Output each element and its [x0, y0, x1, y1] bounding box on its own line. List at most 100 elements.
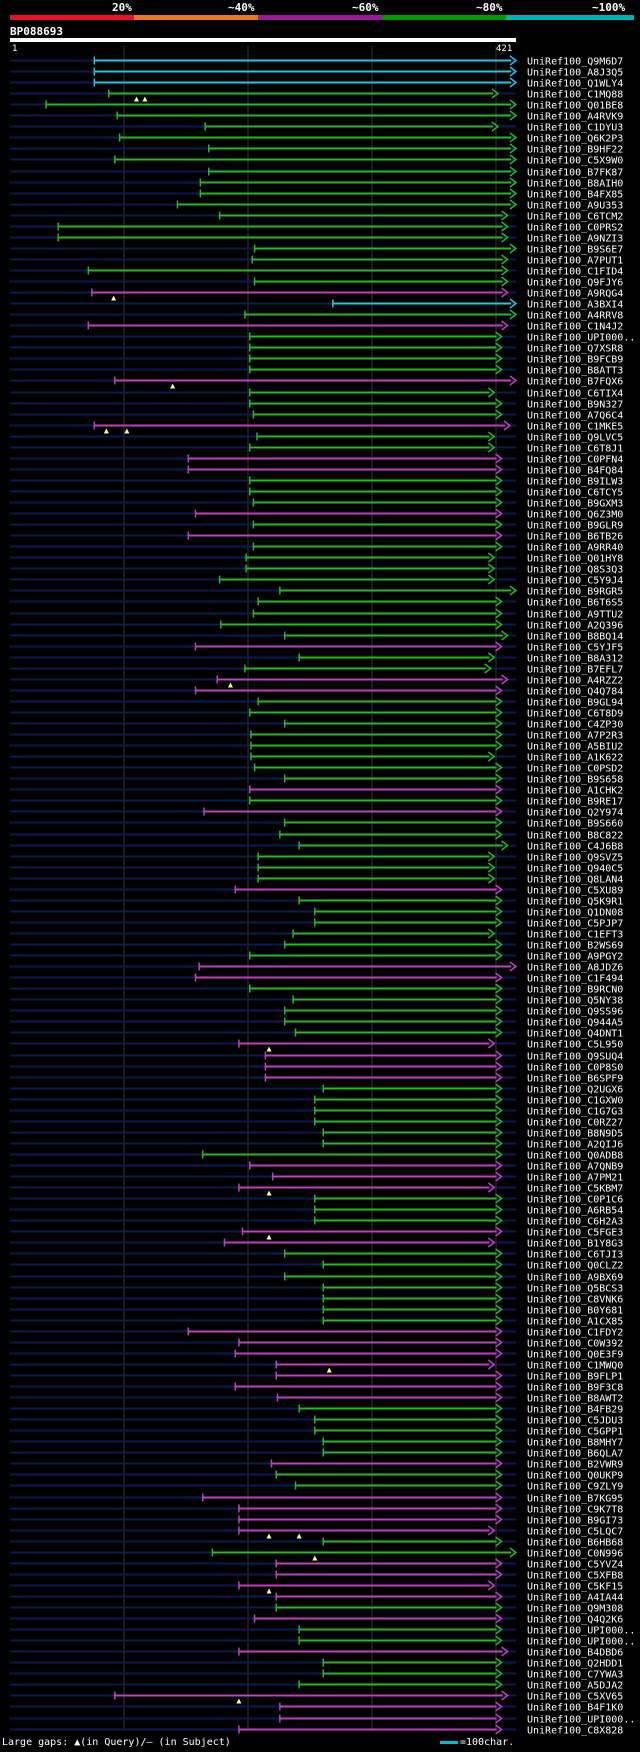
hit-row[interactable]: UniRef100_Q6K2P3 [10, 132, 623, 145]
hit-row[interactable]: UniRef100_B6QLA7 [10, 1447, 623, 1460]
hit-row[interactable]: UniRef100_B9N327 [10, 398, 623, 411]
hit-row[interactable]: UniRef100_Q9M6D7 [10, 55, 623, 68]
hit-row[interactable]: UniRef100_C1EFT3 [10, 928, 623, 941]
hit-row[interactable]: UniRef100_A9U353 [10, 199, 623, 212]
hit-row[interactable]: UniRef100_A1CX85 [10, 1315, 623, 1328]
hit-row[interactable]: UniRef100_B4DBD6 [10, 1646, 623, 1659]
hit-row[interactable]: UniRef100_Q2UGX6 [10, 1083, 623, 1096]
hit-row[interactable]: UniRef100_B8AIH0 [10, 177, 623, 190]
hit-row[interactable]: UniRef100_Q0CLZ2 [10, 1259, 623, 1272]
hit-row[interactable]: UniRef100_B9S6E7 [10, 243, 623, 256]
hit-row[interactable]: UniRef100_B7FK87 [10, 166, 623, 179]
hit-row[interactable]: UniRef100_UPI000.. [10, 331, 635, 344]
hit-row[interactable]: UniRef100_C5JDU3 [10, 1414, 623, 1427]
hit-row[interactable]: UniRef100_Q9SUQ4 [10, 1050, 623, 1063]
hit-row[interactable]: UniRef100_Q9SS96 [10, 1005, 623, 1018]
hit-row[interactable]: UniRef100_Q1WLY4 [10, 77, 623, 90]
hit-row[interactable]: UniRef100_Q9FJY6 [10, 276, 623, 289]
hit-row[interactable]: UniRef100_Q01HY8 [10, 552, 623, 565]
hit-row[interactable]: UniRef100_C5GPP1 [10, 1425, 623, 1438]
hit-row[interactable]: UniRef100_C4ZP30 [10, 718, 623, 731]
hit-row[interactable]: UniRef100_B8A312 [10, 652, 623, 665]
hit-row[interactable]: UniRef100_A7P2R3 [10, 729, 623, 742]
hit-row[interactable]: UniRef100_C5KF15 [10, 1580, 623, 1594]
hit-row[interactable]: UniRef100_A9RR40 [10, 541, 623, 554]
hit-row[interactable]: UniRef100_Q9M308 [10, 1602, 623, 1615]
hit-row[interactable]: UniRef100_C5XU89 [10, 884, 623, 897]
hit-row[interactable]: UniRef100_C4J6B8 [10, 840, 623, 853]
hit-row[interactable]: UniRef100_C5XFB8 [10, 1569, 623, 1582]
hit-row[interactable]: UniRef100_B9S660 [10, 817, 623, 830]
hit-row[interactable]: UniRef100_C5LQC7 [10, 1525, 623, 1539]
hit-row[interactable]: UniRef100_A1CHK2 [10, 784, 623, 797]
hit-row[interactable]: UniRef100_Q8LAN4 [10, 873, 623, 886]
hit-row[interactable]: UniRef100_C6TIX4 [10, 387, 623, 400]
hit-row[interactable]: UniRef100_C5FGE3 [10, 1226, 623, 1240]
hit-row[interactable]: UniRef100_A5BIU2 [10, 740, 623, 753]
hit-row[interactable]: UniRef100_A4RVK9 [10, 110, 623, 123]
hit-row[interactable]: UniRef100_B8BQ14 [10, 630, 623, 643]
hit-row[interactable]: UniRef100_B9HF22 [10, 143, 623, 156]
hit-row[interactable]: UniRef100_C6TJI3 [10, 1248, 623, 1261]
hit-row[interactable]: UniRef100_C9ZLY9 [10, 1480, 623, 1493]
hit-row[interactable]: UniRef100_A9RQG4 [10, 287, 623, 301]
hit-row[interactable]: UniRef100_B9ILW3 [10, 475, 623, 488]
hit-row[interactable]: UniRef100_A4RZZ2 [10, 674, 623, 688]
hit-row[interactable]: UniRef100_C1MWQ0 [10, 1359, 623, 1373]
hit-row[interactable]: UniRef100_Q940C5 [10, 862, 623, 875]
hit-row[interactable]: UniRef100_Q5NY38 [10, 994, 623, 1007]
hit-row[interactable]: UniRef100_B9FLP1 [10, 1370, 623, 1383]
hit-row[interactable]: UniRef100_C0PRS2 [10, 221, 623, 234]
hit-row[interactable]: UniRef100_C6T8D9 [10, 707, 623, 720]
hit-row[interactable]: UniRef100_A9BX69 [10, 1271, 623, 1284]
hit-row[interactable]: UniRef100_A7PM21 [10, 1171, 623, 1184]
hit-row[interactable]: UniRef100_C7YWA3 [10, 1668, 623, 1681]
hit-row[interactable]: UniRef100_C1FID4 [10, 265, 623, 278]
hit-row[interactable]: UniRef100_C6T8J1 [10, 442, 623, 455]
hit-row[interactable]: UniRef100_B9GXM3 [10, 497, 623, 510]
hit-row[interactable]: UniRef100_C0N996 [10, 1547, 623, 1561]
hit-row[interactable]: UniRef100_C0PFN4 [10, 453, 623, 466]
hit-row[interactable]: UniRef100_Q7XSR8 [10, 342, 623, 355]
hit-row[interactable]: UniRef100_C1MQ88 [10, 88, 623, 102]
hit-row[interactable]: UniRef100_B7FQX6 [10, 375, 623, 389]
hit-row[interactable]: UniRef100_B4FX85 [10, 188, 623, 201]
hit-row[interactable]: UniRef100_B1Y8G3 [10, 1237, 623, 1250]
hit-row[interactable]: UniRef100_A2Q396 [10, 619, 623, 632]
hit-row[interactable]: UniRef100_B9GI73 [10, 1514, 623, 1527]
hit-row[interactable]: UniRef100_B2WS69 [10, 939, 623, 952]
hit-row[interactable]: UniRef100_B9GL94 [10, 696, 623, 709]
hit-row[interactable]: UniRef100_B9RCN0 [10, 983, 623, 996]
hit-row[interactable]: UniRef100_C5KBM7 [10, 1182, 623, 1196]
hit-row[interactable]: UniRef100_A1K622 [10, 751, 623, 764]
hit-row[interactable]: UniRef100_C1MKE5 [10, 420, 623, 434]
hit-row[interactable]: UniRef100_B4FB29 [10, 1403, 623, 1416]
hit-row[interactable]: UniRef100_B8MHY7 [10, 1436, 623, 1449]
hit-row[interactable]: UniRef100_B7KG95 [10, 1492, 623, 1505]
hit-row[interactable]: UniRef100_Q0E3F9 [10, 1348, 623, 1361]
hit-row[interactable]: UniRef100_C0P8S0 [10, 1061, 623, 1074]
hit-row[interactable]: UniRef100_A3BXI4 [10, 298, 623, 311]
hit-row[interactable]: UniRef100_Q8S3Q3 [10, 563, 623, 576]
hit-row[interactable]: UniRef100_B6HB68 [10, 1536, 623, 1549]
hit-row[interactable]: UniRef100_B8N9D5 [10, 1127, 623, 1140]
hit-row[interactable]: UniRef100_C0PSD2 [10, 762, 623, 775]
hit-row[interactable]: UniRef100_UPI000.. [10, 1713, 635, 1726]
hit-row[interactable]: UniRef100_B9RE17 [10, 795, 623, 808]
hit-row[interactable]: UniRef100_C6TCY5 [10, 486, 623, 499]
hit-row[interactable]: UniRef100_A4RRV8 [10, 309, 623, 322]
hit-row[interactable]: UniRef100_A7PUT1 [10, 254, 623, 267]
hit-row[interactable]: UniRef100_Q944A5 [10, 1016, 623, 1029]
hit-row[interactable]: UniRef100_C8VNK6 [10, 1293, 623, 1306]
hit-row[interactable]: UniRef100_Q0ADB8 [10, 1149, 623, 1162]
hit-row[interactable]: UniRef100_Q1DN08 [10, 906, 623, 919]
hit-row[interactable]: UniRef100_C5L950 [10, 1038, 623, 1052]
hit-row[interactable]: UniRef100_UPI000.. [10, 1624, 635, 1637]
hit-row[interactable]: UniRef100_A5DJA2 [10, 1679, 623, 1692]
hit-row[interactable]: UniRef100_A8J3Q5 [10, 66, 623, 79]
hit-row[interactable]: UniRef100_C1F494 [10, 972, 623, 985]
hit-row[interactable]: UniRef100_C5YVZ4 [10, 1558, 623, 1571]
hit-row[interactable]: UniRef100_C1DYU3 [10, 121, 623, 134]
hit-row[interactable]: UniRef100_Q01BE8 [10, 99, 623, 112]
hit-row[interactable]: UniRef100_C5YJF5 [10, 641, 623, 654]
